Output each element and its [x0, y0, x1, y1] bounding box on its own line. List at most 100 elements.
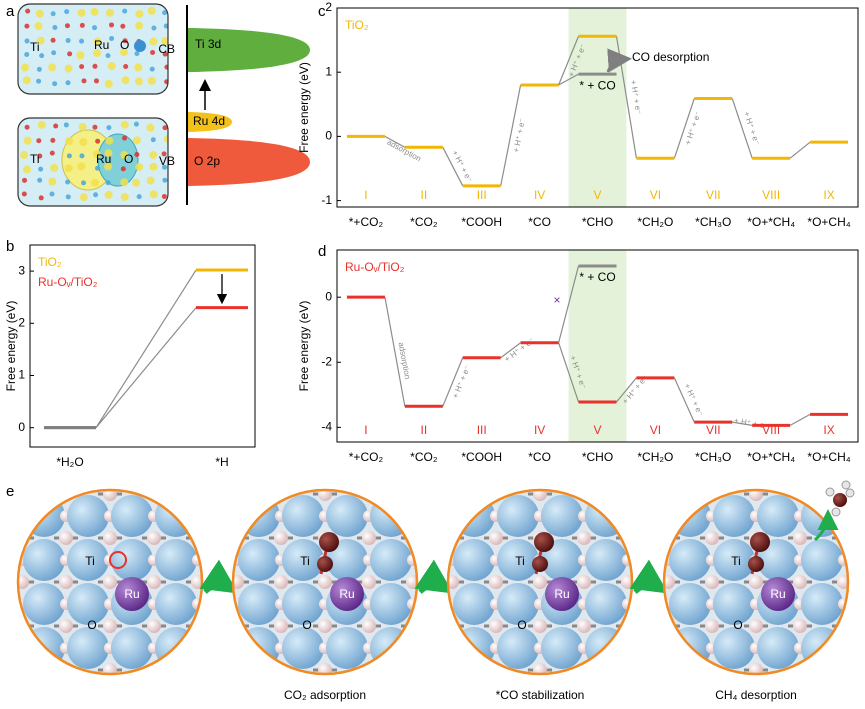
density-blob — [97, 133, 139, 187]
connector — [673, 98, 695, 159]
atom — [162, 164, 168, 170]
step-arrow — [629, 559, 669, 594]
ch4-hydrogen — [845, 488, 855, 498]
atom — [162, 177, 168, 183]
atom — [104, 79, 113, 88]
atom — [79, 64, 85, 70]
atom — [109, 22, 115, 28]
o-atom — [489, 575, 503, 589]
y-tick-label: 1 — [18, 368, 25, 382]
atom — [37, 153, 43, 159]
atom — [106, 125, 112, 131]
ti-atom — [669, 495, 711, 537]
ti-atom — [669, 627, 711, 669]
atom — [149, 162, 158, 171]
x-tick-label: *CO₂ — [410, 215, 438, 229]
stage-label: II — [420, 423, 427, 437]
atom — [22, 165, 31, 174]
atom — [64, 64, 73, 73]
o-atom — [103, 619, 117, 633]
atom — [78, 122, 87, 131]
adsorbate-atom — [319, 532, 339, 552]
ti-atom — [111, 495, 153, 537]
o-atom — [16, 466, 28, 478]
connector — [616, 377, 637, 403]
o-atom — [838, 642, 848, 654]
ti-atom — [155, 539, 197, 581]
ti-atom — [282, 583, 324, 625]
atom — [120, 23, 126, 29]
x-tick-label: *O+*CH₄ — [747, 450, 795, 464]
ti-atom — [801, 627, 843, 669]
ti-atom — [67, 583, 109, 625]
o-atom — [274, 531, 288, 545]
o-atom — [489, 619, 503, 633]
o-atom — [147, 575, 161, 589]
atom — [65, 179, 71, 185]
level-label: O 2p — [194, 154, 220, 168]
stage-label: VII — [706, 188, 721, 202]
ti-atom — [238, 539, 280, 581]
atom — [20, 151, 29, 160]
atom — [22, 76, 31, 85]
ti-atom — [713, 495, 755, 537]
adsorbate-atom — [317, 556, 333, 572]
series-label: * + CO — [579, 78, 615, 92]
atom-label: Ru — [94, 38, 109, 52]
atom — [79, 153, 85, 159]
atom — [94, 165, 100, 171]
panel-label: a — [6, 3, 15, 20]
o-atom — [192, 510, 202, 522]
atom — [149, 37, 158, 46]
ti-atom — [370, 583, 412, 625]
atom — [65, 37, 71, 43]
atom — [63, 122, 69, 128]
ti-atom — [233, 627, 236, 669]
ti-atom — [497, 583, 539, 625]
stage-label: III — [477, 188, 487, 202]
step-arrow — [199, 559, 239, 594]
o-atom — [622, 642, 632, 654]
atom — [24, 52, 30, 58]
o-atom — [621, 663, 632, 674]
o-atom — [18, 663, 29, 674]
atom-label: Ti — [30, 40, 40, 54]
o-atom — [664, 490, 675, 501]
o-atom — [577, 619, 591, 633]
atom — [95, 138, 101, 144]
o-atom — [621, 490, 632, 501]
y-tick-label: 1 — [325, 64, 332, 78]
y-axis-label: Free energy (eV) — [4, 301, 18, 392]
atom — [92, 63, 98, 69]
structure-image — [16, 466, 202, 674]
atom — [64, 9, 70, 15]
crystal-image — [18, 118, 168, 206]
atom — [50, 137, 56, 143]
o-atom — [793, 575, 807, 589]
atom — [90, 7, 99, 16]
panel-label: e — [6, 483, 14, 500]
atom — [150, 137, 156, 143]
stage-label: IX — [823, 188, 834, 202]
image-frame — [662, 488, 850, 676]
level-label: Ti 3d — [195, 37, 221, 51]
o-atom — [794, 466, 806, 478]
ti-atom — [23, 495, 65, 537]
stage-label: VI — [650, 188, 661, 202]
y-tick-label: 0 — [325, 289, 332, 303]
atom — [120, 151, 129, 160]
atom-label: O — [87, 618, 96, 632]
atom — [81, 78, 87, 84]
o-atom — [622, 510, 632, 522]
atom — [164, 64, 168, 70]
o-atom — [274, 575, 288, 589]
band-label: VB — [159, 154, 175, 168]
ti-atom — [282, 495, 324, 537]
ti-atom — [18, 627, 21, 669]
atom — [36, 36, 45, 45]
ti-atom — [370, 627, 412, 669]
o-atom — [148, 466, 160, 478]
connector — [442, 357, 464, 407]
atom-label: Ti — [30, 152, 40, 166]
